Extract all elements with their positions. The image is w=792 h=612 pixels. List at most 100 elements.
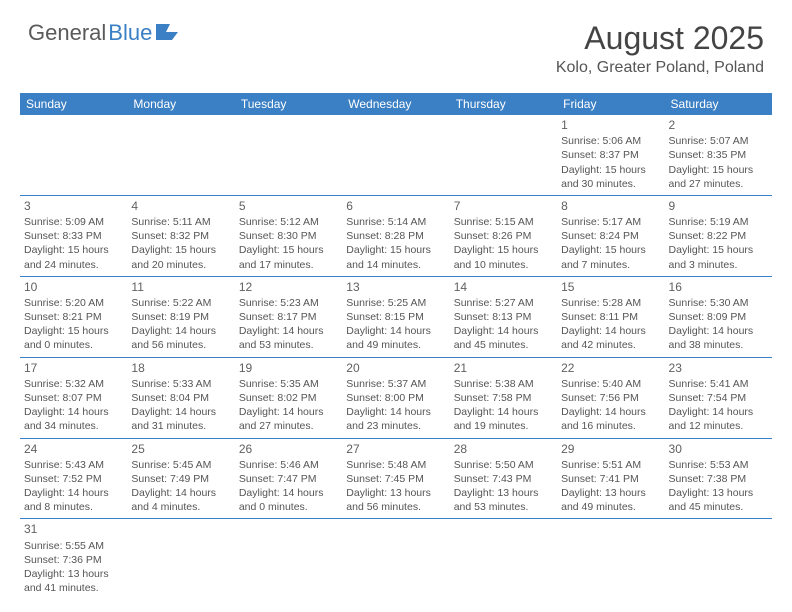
day-number: 9: [669, 198, 768, 214]
calendar-day-cell: 16Sunrise: 5:30 AMSunset: 8:09 PMDayligh…: [665, 276, 772, 357]
day-sunrise: Sunrise: 5:41 AM: [669, 377, 768, 391]
calendar-day-cell: 5Sunrise: 5:12 AMSunset: 8:30 PMDaylight…: [235, 195, 342, 276]
day-day1: Daylight: 14 hours: [561, 405, 660, 419]
calendar-day-cell: 20Sunrise: 5:37 AMSunset: 8:00 PMDayligh…: [342, 357, 449, 438]
day-sunrise: Sunrise: 5:11 AM: [131, 215, 230, 229]
day-sunset: Sunset: 7:47 PM: [239, 472, 338, 486]
day-sunset: Sunset: 8:24 PM: [561, 229, 660, 243]
day-sunrise: Sunrise: 5:35 AM: [239, 377, 338, 391]
day-day1: Daylight: 15 hours: [24, 243, 123, 257]
day-day2: and 23 minutes.: [346, 419, 445, 433]
calendar-day-cell: 15Sunrise: 5:28 AMSunset: 8:11 PMDayligh…: [557, 276, 664, 357]
day-day2: and 41 minutes.: [24, 581, 123, 595]
calendar-week-row: 31 Sunrise: 5:55 AMSunset: 7:36 PMDayligh…: [20, 519, 772, 599]
day-day2: and 45 minutes.: [669, 500, 768, 514]
day-sunrise: Sunrise: 5:48 AM: [346, 458, 445, 472]
calendar-week-row: 10Sunrise: 5:20 AMSunset: 8:21 PMDayligh…: [20, 276, 772, 357]
calendar-day-cell: 11Sunrise: 5:22 AMSunset: 8:19 PMDayligh…: [127, 276, 234, 357]
calendar-empty-cell: [235, 519, 342, 599]
calendar-day-cell: 9Sunrise: 5:19 AMSunset: 8:22 PMDaylight…: [665, 195, 772, 276]
header: GeneralBlue August 2025 Kolo, Greater Po…: [0, 0, 792, 85]
day-sunrise: Sunrise: 5:32 AM: [24, 377, 123, 391]
day-day2: and 7 minutes.: [561, 258, 660, 272]
calendar-day-cell: 25Sunrise: 5:45 AMSunset: 7:49 PMDayligh…: [127, 438, 234, 519]
day-sunset: Sunset: 8:30 PM: [239, 229, 338, 243]
day-day1: Daylight: 13 hours: [669, 486, 768, 500]
day-sunrise: Sunrise: 5:33 AM: [131, 377, 230, 391]
day-number: 24: [24, 441, 123, 457]
day-sunset: Sunset: 8:00 PM: [346, 391, 445, 405]
day-sunrise: Sunrise: 5:55 AM: [24, 539, 123, 553]
day-sunset: Sunset: 8:09 PM: [669, 310, 768, 324]
day-sunset: Sunset: 7:38 PM: [669, 472, 768, 486]
day-day2: and 20 minutes.: [131, 258, 230, 272]
day-sunset: Sunset: 7:36 PM: [24, 553, 123, 567]
day-sunrise: Sunrise: 5:20 AM: [24, 296, 123, 310]
day-day1: Daylight: 15 hours: [669, 243, 768, 257]
day-number: 6: [346, 198, 445, 214]
day-day1: Daylight: 14 hours: [131, 486, 230, 500]
day-number: 20: [346, 360, 445, 376]
day-number: 12: [239, 279, 338, 295]
calendar-empty-cell: [450, 115, 557, 195]
day-number: 18: [131, 360, 230, 376]
calendar-header-row: SundayMondayTuesdayWednesdayThursdayFrid…: [20, 93, 772, 115]
logo: GeneralBlue: [28, 20, 182, 46]
day-day1: Daylight: 14 hours: [24, 405, 123, 419]
day-day1: Daylight: 14 hours: [669, 324, 768, 338]
day-day1: Daylight: 13 hours: [24, 567, 123, 581]
day-number: 10: [24, 279, 123, 295]
month-title: August 2025: [556, 20, 764, 57]
day-sunset: Sunset: 7:41 PM: [561, 472, 660, 486]
day-day2: and 38 minutes.: [669, 338, 768, 352]
calendar-day-cell: 6Sunrise: 5:14 AMSunset: 8:28 PMDaylight…: [342, 195, 449, 276]
day-day2: and 56 minutes.: [131, 338, 230, 352]
day-sunset: Sunset: 7:43 PM: [454, 472, 553, 486]
day-sunset: Sunset: 7:54 PM: [669, 391, 768, 405]
calendar-day-cell: 26Sunrise: 5:46 AMSunset: 7:47 PMDayligh…: [235, 438, 342, 519]
day-header: Saturday: [665, 93, 772, 115]
day-sunrise: Sunrise: 5:38 AM: [454, 377, 553, 391]
day-day2: and 49 minutes.: [561, 500, 660, 514]
day-sunrise: Sunrise: 5:37 AM: [346, 377, 445, 391]
day-day2: and 0 minutes.: [239, 500, 338, 514]
day-day1: Daylight: 14 hours: [669, 405, 768, 419]
logo-flag-icon: [156, 20, 182, 46]
calendar-day-cell: 1Sunrise: 5:06 AMSunset: 8:37 PMDaylight…: [557, 115, 664, 195]
day-sunrise: Sunrise: 5:27 AM: [454, 296, 553, 310]
calendar-day-cell: 10Sunrise: 5:20 AMSunset: 8:21 PMDayligh…: [20, 276, 127, 357]
day-day2: and 45 minutes.: [454, 338, 553, 352]
day-number: 17: [24, 360, 123, 376]
day-header: Monday: [127, 93, 234, 115]
day-sunset: Sunset: 8:28 PM: [346, 229, 445, 243]
title-block: August 2025 Kolo, Greater Poland, Poland: [556, 20, 764, 77]
day-day2: and 27 minutes.: [239, 419, 338, 433]
day-header: Sunday: [20, 93, 127, 115]
day-number: 11: [131, 279, 230, 295]
day-day2: and 31 minutes.: [131, 419, 230, 433]
day-day1: Daylight: 13 hours: [346, 486, 445, 500]
day-number: 4: [131, 198, 230, 214]
calendar-day-cell: 23Sunrise: 5:41 AMSunset: 7:54 PMDayligh…: [665, 357, 772, 438]
location-subtitle: Kolo, Greater Poland, Poland: [556, 59, 764, 77]
day-sunrise: Sunrise: 5:50 AM: [454, 458, 553, 472]
calendar-day-cell: 28Sunrise: 5:50 AMSunset: 7:43 PMDayligh…: [450, 438, 557, 519]
day-sunset: Sunset: 8:17 PM: [239, 310, 338, 324]
day-number: 8: [561, 198, 660, 214]
calendar-day-cell: 4Sunrise: 5:11 AMSunset: 8:32 PMDaylight…: [127, 195, 234, 276]
day-sunrise: Sunrise: 5:14 AM: [346, 215, 445, 229]
day-sunset: Sunset: 8:22 PM: [669, 229, 768, 243]
calendar-empty-cell: [665, 519, 772, 599]
day-header: Friday: [557, 93, 664, 115]
day-day1: Daylight: 15 hours: [561, 243, 660, 257]
day-day1: Daylight: 13 hours: [561, 486, 660, 500]
day-sunrise: Sunrise: 5:06 AM: [561, 134, 660, 148]
day-number: 23: [669, 360, 768, 376]
day-number: 28: [454, 441, 553, 457]
day-number: 31: [24, 521, 123, 537]
calendar-day-cell: 30Sunrise: 5:53 AMSunset: 7:38 PMDayligh…: [665, 438, 772, 519]
day-sunset: Sunset: 8:02 PM: [239, 391, 338, 405]
day-sunset: Sunset: 8:32 PM: [131, 229, 230, 243]
day-sunset: Sunset: 8:04 PM: [131, 391, 230, 405]
calendar-week-row: 24Sunrise: 5:43 AMSunset: 7:52 PMDayligh…: [20, 438, 772, 519]
